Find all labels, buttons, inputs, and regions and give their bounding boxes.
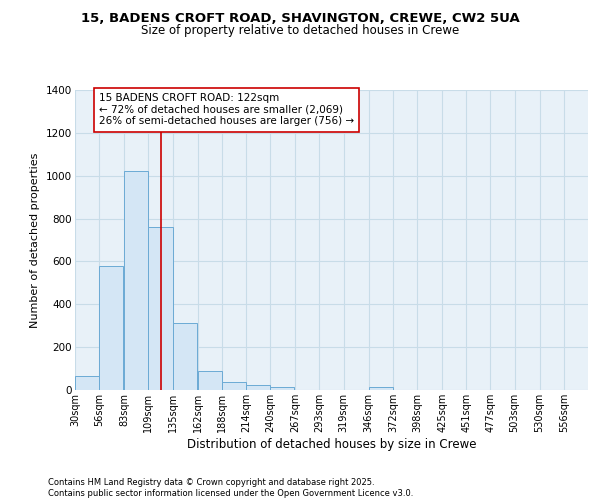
Y-axis label: Number of detached properties: Number of detached properties [31,152,40,328]
X-axis label: Distribution of detached houses by size in Crewe: Distribution of detached houses by size … [187,438,476,450]
Bar [124,172,148,390]
Text: 15, BADENS CROFT ROAD, SHAVINGTON, CREWE, CW2 5UA: 15, BADENS CROFT ROAD, SHAVINGTON, CREWE… [80,12,520,26]
Bar [197,370,222,390]
Bar [270,388,295,390]
Text: 15 BADENS CROFT ROAD: 122sqm
← 72% of detached houses are smaller (2,069)
26% of: 15 BADENS CROFT ROAD: 122sqm ← 72% of de… [99,93,354,126]
Text: Size of property relative to detached houses in Crewe: Size of property relative to detached ho… [141,24,459,37]
Bar [75,376,99,390]
Bar [99,266,124,390]
Bar [173,322,197,390]
Bar [368,388,393,390]
Bar [148,227,173,390]
Text: Contains HM Land Registry data © Crown copyright and database right 2025.
Contai: Contains HM Land Registry data © Crown c… [48,478,413,498]
Bar [246,386,270,390]
Bar [222,382,246,390]
